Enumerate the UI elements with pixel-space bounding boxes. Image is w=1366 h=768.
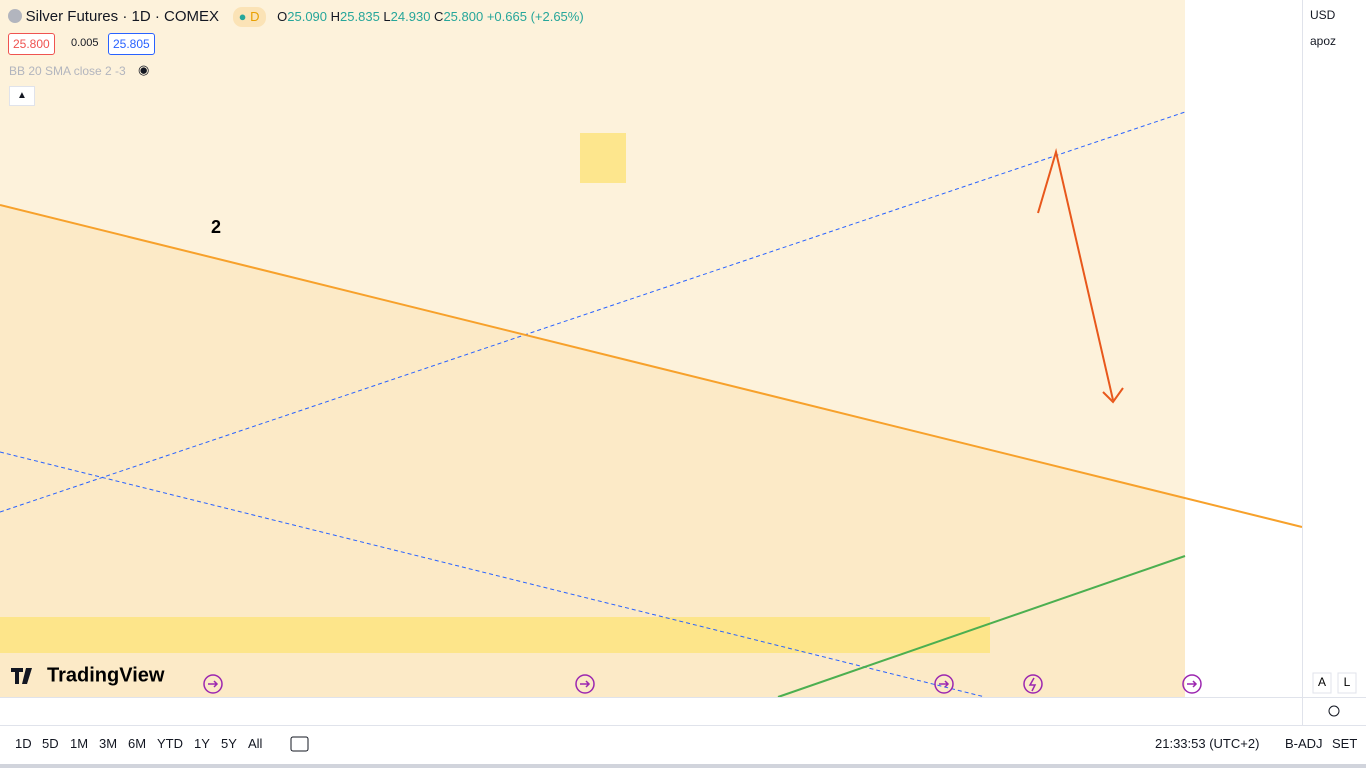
range-button[interactable]: 6M — [128, 736, 147, 751]
bottom-strip — [0, 764, 1366, 768]
logo: TradingView — [47, 664, 165, 686]
top-zone — [580, 133, 626, 183]
scale-button-label[interactable]: A — [1318, 675, 1326, 689]
collapse-button[interactable]: ▲ — [9, 86, 35, 106]
ohlc-label: C — [434, 9, 444, 24]
badge: ● D — [232, 7, 266, 27]
ohlc-label: L — [383, 9, 391, 24]
arrow-head — [1102, 387, 1124, 404]
range-button[interactable]: 1D — [15, 736, 32, 751]
currency[interactable]: USD — [1310, 8, 1336, 22]
symbol-row: Silver Futures · 1D · COMEX ● D O25.090 … — [8, 7, 584, 27]
range-button[interactable]: 5Y — [221, 736, 237, 751]
triangle-zone — [0, 205, 1185, 697]
range-button[interactable]: All — [248, 736, 263, 751]
indicator: BB 20 SMA close 2 -3 — [9, 64, 126, 78]
symbol-icon — [8, 9, 22, 23]
ohlc-label: H — [330, 9, 341, 24]
settings-icon[interactable] — [1328, 705, 1340, 717]
channel-line — [0, 451, 986, 698]
ask[interactable]: 25.805 — [108, 33, 155, 55]
ohlc-label: O — [277, 9, 288, 24]
range-button[interactable]: YTD — [157, 736, 183, 751]
calendar-icon[interactable] — [290, 736, 309, 752]
symbol-title: Silver Futures · 1D · COMEX — [25, 8, 219, 25]
scale-mode[interactable]: apoz — [1310, 34, 1337, 48]
clock: 21:33:53 (UTC+2) — [1155, 736, 1260, 751]
change: +0.665 (+2.65%) — [486, 9, 584, 24]
badge-text: D — [250, 9, 260, 24]
range-button[interactable]: 5D — [42, 736, 59, 751]
ohlc-value: 25.835 — [340, 9, 380, 24]
channel-line — [0, 111, 1186, 513]
ohlc-value: 24.930 — [390, 9, 431, 24]
ohlc-value: 25.090 — [287, 9, 328, 24]
price-axis — [1302, 0, 1366, 725]
range-button[interactable]: 1M — [70, 736, 89, 751]
range-button[interactable]: 1Y — [194, 736, 210, 751]
scale-button[interactable] — [1312, 672, 1332, 694]
spread: 0.005 — [71, 37, 99, 49]
hide-icon[interactable]: ◉ — [138, 62, 150, 77]
trend-line — [777, 555, 1186, 698]
trend-line — [0, 204, 1303, 528]
adjust[interactable]: B-ADJ — [1285, 736, 1323, 751]
ohlc: O25.090 H25.835 L24.930 C25.800 +0.665 (… — [277, 9, 584, 24]
support-zone — [0, 617, 990, 653]
logo-mark — [11, 668, 32, 684]
ohlc-value: 25.800 — [443, 9, 484, 24]
session[interactable]: SET — [1332, 736, 1358, 751]
scale-button-label[interactable]: L — [1344, 675, 1351, 689]
bid[interactable]: 25.800 — [8, 33, 55, 55]
range-button[interactable]: 3M — [99, 736, 118, 751]
event-icons — [203, 674, 1202, 694]
wave-label: 2 — [211, 217, 221, 237]
scale-button[interactable] — [1337, 672, 1357, 694]
forecast-arrow — [1037, 148, 1114, 401]
